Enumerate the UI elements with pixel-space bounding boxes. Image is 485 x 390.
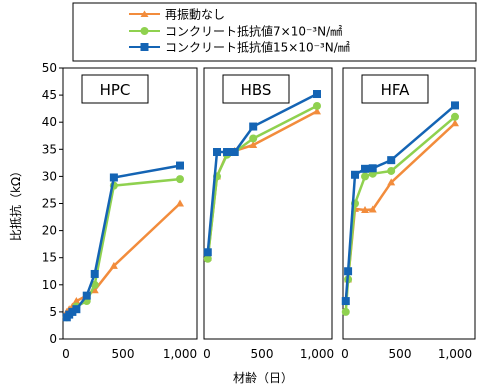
data-point-circle: [176, 175, 184, 184]
y-tick-label: 45: [42, 88, 57, 102]
panel-label: HFA: [381, 81, 411, 99]
legend-marker-square: [140, 43, 149, 51]
data-point-square: [176, 161, 184, 170]
data-point-circle: [249, 134, 258, 143]
panel-label-box: [222, 74, 290, 104]
x-tick-label: 500: [389, 347, 412, 361]
data-point-square: [344, 267, 353, 276]
data-point-square: [72, 305, 81, 314]
panel-hfa: 0 500 1,000 HFA: [341, 67, 476, 361]
data-point-square: [313, 90, 321, 99]
y-tick-label: 0: [49, 332, 57, 346]
y-tick-label: 40: [42, 115, 57, 129]
x-tick-label: 1,000: [438, 347, 472, 361]
legend-label-resist-7: コンクリート抵抗値7×10⁻³N/㎟: [165, 24, 342, 39]
data-point-square: [368, 164, 377, 173]
x-tick-label: 1,000: [163, 347, 197, 361]
legend-marker-triangle: [140, 10, 149, 17]
legend-item-resist-7: コンクリート抵抗値7×10⁻³N/㎟: [129, 24, 342, 39]
panel-label-box: [81, 74, 149, 104]
data-point-triangle: [176, 199, 184, 207]
data-point-circle: [341, 307, 350, 316]
data-point-triangle: [361, 206, 370, 214]
data-point-square: [341, 297, 350, 306]
panel-frame: [342, 67, 476, 340]
x-tick-label: 500: [251, 347, 274, 361]
y-tick-label: 20: [42, 224, 57, 238]
data-point-triangle: [368, 205, 377, 213]
y-tick-label: 10: [42, 278, 57, 292]
data-point-triangle: [313, 107, 321, 115]
legend: 再振動なし コンクリート抵抗値7×10⁻³N/㎟ コンクリート抵抗値15×10⁻…: [72, 2, 477, 62]
panel-frame: [203, 67, 333, 340]
data-point-square: [230, 148, 239, 157]
data-point-triangle: [249, 140, 258, 148]
data-point-circle: [361, 172, 370, 181]
data-point-square: [351, 170, 360, 179]
y-tick-label: 30: [42, 169, 57, 183]
x-tick-label: 0: [62, 347, 70, 361]
x-tick-label: 1,000: [300, 347, 334, 361]
y-tick-label: 25: [42, 197, 57, 211]
data-point-triangle: [72, 297, 81, 305]
series-line: [206, 104, 318, 259]
x-tick-label: 0: [341, 347, 349, 361]
data-point-circle: [451, 112, 459, 121]
data-point-circle: [203, 254, 212, 263]
data-point-square: [82, 291, 91, 300]
panel-label: HBS: [241, 81, 272, 99]
legend-marker-circle: [140, 27, 149, 35]
panel-label-box: [361, 74, 429, 104]
legend-item-resist-15: コンクリート抵抗値15×10⁻³N/㎟: [129, 40, 350, 55]
y-tick-label: 15: [42, 251, 57, 265]
data-point-square: [203, 248, 212, 257]
data-point-square: [387, 156, 396, 165]
series-line: [344, 104, 456, 302]
data-point-square: [361, 164, 370, 173]
panel-hbs: 0 500 1,000 HBS: [203, 67, 334, 361]
legend-item-no-revibration: 再振動なし: [129, 8, 225, 22]
y-tick-label: 50: [42, 61, 57, 75]
x-axis-title: 材齢（日）: [233, 370, 293, 385]
data-point-square: [249, 122, 258, 131]
data-point-square: [213, 148, 222, 157]
data-point-circle: [387, 166, 396, 175]
series-line: [206, 92, 318, 253]
y-axis-title: 比抵抗（kΩ）: [8, 165, 23, 241]
y-tick-label: 35: [42, 142, 57, 156]
data-point-circle: [313, 101, 321, 110]
data-point-triangle: [109, 261, 118, 269]
legend-label-no-revibration: 再振動なし: [165, 8, 225, 22]
x-tick-label: 0: [203, 347, 211, 361]
x-tick-label: 500: [112, 347, 135, 361]
y-tick-labels: 0 5 10 15 20 25 30 35 40 45 50: [42, 61, 57, 346]
data-point-square: [109, 173, 118, 182]
data-point-square: [451, 101, 459, 110]
data-point-triangle: [451, 119, 459, 127]
data-point-square: [223, 148, 232, 157]
panel-label: HPC: [100, 81, 131, 99]
series-line: [344, 115, 456, 312]
data-point-square: [90, 269, 99, 278]
y-tick-label: 5: [49, 305, 57, 319]
panel-hpc: 0 500 1,000 HPC: [59, 67, 198, 361]
legend-label-resist-15: コンクリート抵抗値15×10⁻³N/㎟: [165, 40, 350, 55]
data-point-triangle: [387, 178, 396, 186]
panels: 0 500 1,000 HPC 0 500 1,000 HBS 0 500 1,000 HFA: [59, 67, 476, 361]
